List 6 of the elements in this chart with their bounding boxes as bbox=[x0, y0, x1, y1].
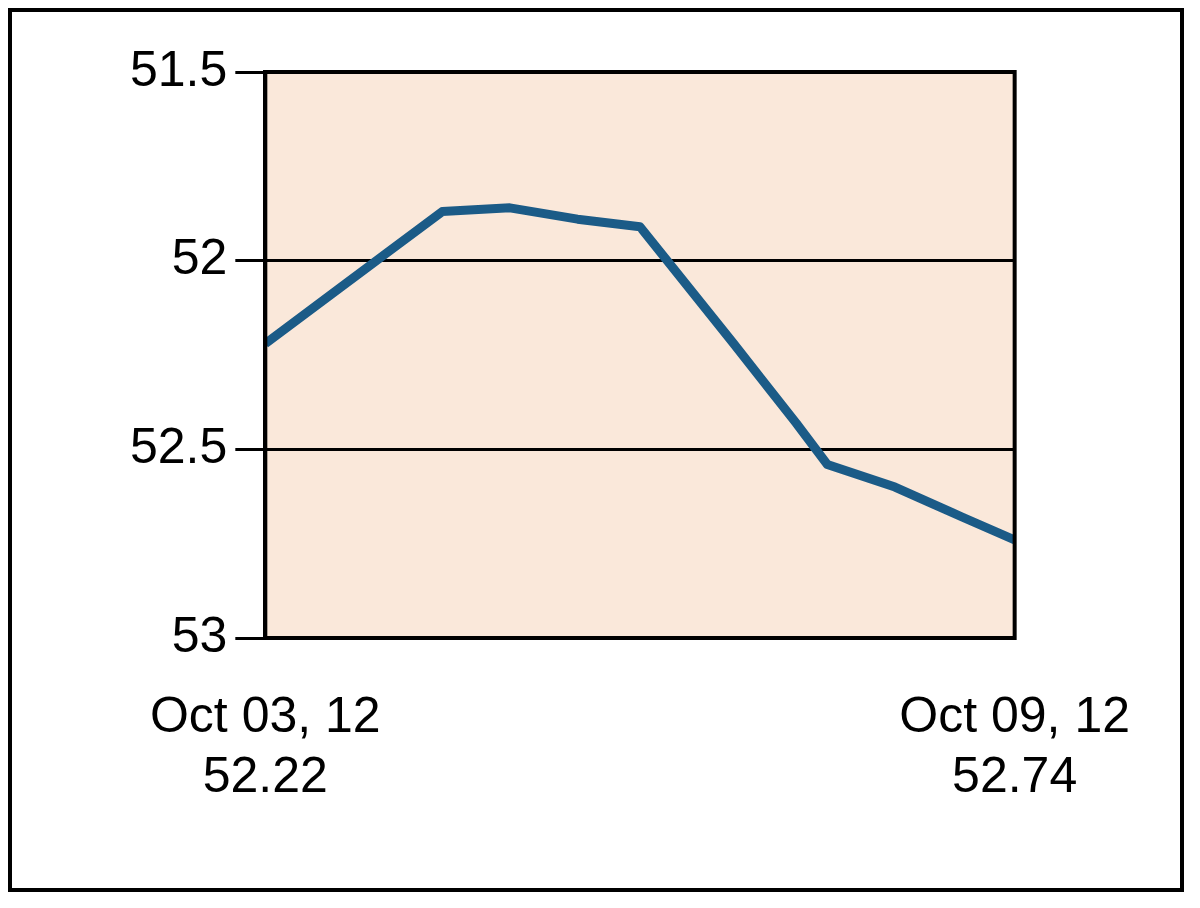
y-tick-label: 52 bbox=[171, 229, 228, 286]
y-tick-label: 53 bbox=[171, 606, 228, 663]
y-tick-label: 51.5 bbox=[129, 40, 228, 97]
y-tick-label: 52.5 bbox=[129, 418, 228, 475]
x-tick-label: Oct 09, 12 52.74 bbox=[899, 686, 1131, 803]
x-tick-label: Oct 03, 12 52.22 bbox=[149, 686, 381, 803]
